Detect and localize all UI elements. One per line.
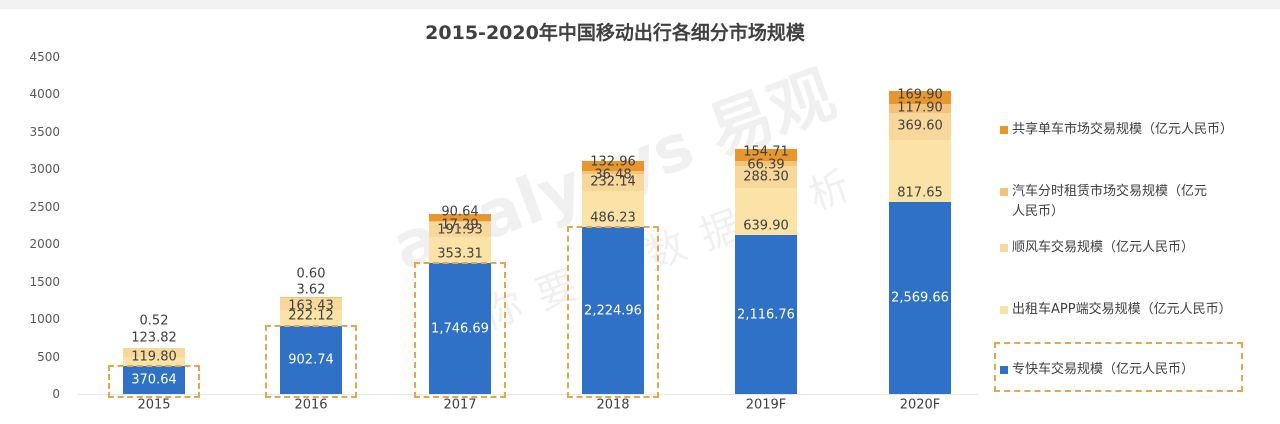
data-label-zhuankuai: 2,224.96 bbox=[584, 303, 642, 319]
bar-segment-taxi-app bbox=[123, 357, 185, 367]
data-label-shunfeng: 163.43 bbox=[288, 298, 334, 314]
y-tick-label: 3000 bbox=[29, 162, 60, 177]
top-strip bbox=[0, 0, 1280, 9]
data-label-taxi-app: 222.12 bbox=[288, 308, 334, 324]
bar-segment-shunfeng bbox=[123, 347, 185, 358]
y-tick-label: 1500 bbox=[29, 274, 60, 289]
legend-swatch-icon bbox=[1000, 188, 1008, 196]
legend-label: 出租车APP端交易规模（亿元人民币） bbox=[1012, 302, 1232, 317]
data-label-bike-sharing: 0.60 bbox=[296, 266, 326, 282]
bar-segment-zhuankuai bbox=[280, 326, 342, 394]
data-label-shunfeng: 123.82 bbox=[131, 330, 177, 346]
data-label-car-sharing: 66.39 bbox=[747, 157, 785, 173]
bar-segment-zhuankuai bbox=[429, 263, 491, 394]
highlight-box-2015 bbox=[108, 365, 200, 398]
x-axis-line bbox=[78, 394, 978, 395]
legend-label: 顺风车交易规模（亿元人民币） bbox=[1012, 240, 1195, 255]
data-label-taxi-app: 817.65 bbox=[897, 185, 943, 201]
bar-segment-shunfeng bbox=[889, 112, 951, 141]
bar-segment-car-sharing bbox=[889, 103, 951, 113]
x-tick-label: 2020F bbox=[899, 397, 941, 413]
bar-segment-shunfeng bbox=[429, 222, 491, 237]
highlight-box-2018 bbox=[567, 226, 659, 398]
data-label-taxi-app: 353.31 bbox=[437, 246, 483, 262]
data-label-shunfeng: 191.93 bbox=[437, 222, 483, 238]
bar-segment-taxi-app bbox=[280, 309, 342, 327]
bar-segment-taxi-app bbox=[889, 140, 951, 202]
y-tick-label: 4000 bbox=[29, 87, 60, 102]
data-label-taxi-app: 639.90 bbox=[743, 218, 789, 234]
bar-segment-car-sharing bbox=[735, 160, 797, 166]
bar-segment-zhuankuai bbox=[582, 227, 644, 394]
bar-segment-shunfeng bbox=[280, 297, 342, 310]
legend-label: 专快车交易规模（亿元人民币） bbox=[1012, 362, 1195, 377]
data-label-zhuankuai: 370.64 bbox=[131, 372, 177, 388]
y-tick-label: 0 bbox=[52, 387, 60, 401]
data-label-zhuankuai: 902.74 bbox=[288, 352, 334, 368]
y-tick-label: 3500 bbox=[29, 124, 60, 139]
x-tick-label: 2017 bbox=[443, 397, 477, 413]
bar-segment-shunfeng bbox=[735, 165, 797, 188]
data-label-zhuankuai: 2,116.76 bbox=[737, 307, 795, 323]
bar-segment-zhuankuai bbox=[889, 201, 951, 394]
chart-title: 2015-2020年中国移动出行各细分市场规模 bbox=[425, 22, 805, 44]
legend-highlight-box bbox=[994, 342, 1243, 392]
data-label-bike-sharing: 132.96 bbox=[590, 154, 636, 170]
bar-segment-zhuankuai bbox=[123, 366, 185, 394]
data-label-shunfeng: 369.60 bbox=[897, 118, 943, 134]
x-tick-label: 2018 bbox=[596, 397, 630, 413]
data-label-zhuankuai: 2,569.66 bbox=[891, 290, 949, 306]
bar-segment-taxi-app bbox=[735, 187, 797, 236]
legend-swatch-icon bbox=[1000, 244, 1008, 252]
y-tick-label: 500 bbox=[37, 349, 60, 364]
bar-segment-car-sharing bbox=[582, 170, 644, 174]
highlight-box-2017 bbox=[414, 262, 506, 398]
bar-segment-shunfeng bbox=[582, 173, 644, 191]
bar-segment-zhuankuai bbox=[735, 235, 797, 394]
data-label-car-sharing: 0.52 bbox=[139, 313, 169, 329]
bar-segment-taxi-app bbox=[582, 190, 644, 228]
data-label-shunfeng: 288.30 bbox=[743, 169, 789, 185]
y-tick-label: 2500 bbox=[29, 199, 60, 214]
y-tick-label: 2000 bbox=[29, 237, 60, 252]
bar-segment-bike-sharing bbox=[889, 91, 951, 104]
bar-segment-car-sharing bbox=[429, 221, 491, 223]
legend-swatch-icon bbox=[1000, 126, 1008, 134]
data-label-taxi-app: 119.80 bbox=[131, 349, 177, 365]
bar-segment-bike-sharing bbox=[582, 160, 644, 171]
legend-label: 汽车分时租赁市场交易规模（亿元人民币） bbox=[1012, 184, 1208, 219]
x-tick-label: 2019F bbox=[745, 397, 787, 413]
data-label-bike-sharing: 90.64 bbox=[441, 204, 479, 220]
x-tick-label: 2016 bbox=[294, 397, 328, 413]
bar-segment-bike-sharing bbox=[735, 149, 797, 161]
data-label-car-sharing: 17.29 bbox=[441, 217, 479, 233]
legend-swatch-icon bbox=[1000, 306, 1008, 314]
data-label-shunfeng: 232.14 bbox=[590, 174, 636, 190]
data-label-car-sharing: 117.90 bbox=[897, 100, 943, 116]
y-tick-label: 4500 bbox=[29, 50, 60, 64]
data-label-car-sharing: 36.48 bbox=[594, 167, 632, 183]
legend-swatch-icon bbox=[1000, 366, 1008, 374]
legend-label: 共享单车市场交易规模（亿元人民币） bbox=[1012, 122, 1234, 137]
data-label-zhuankuai: 1,746.69 bbox=[431, 321, 489, 337]
x-tick-label: 2015 bbox=[137, 397, 171, 413]
bar-segment-bike-sharing bbox=[429, 214, 491, 222]
bar-segment-taxi-app bbox=[429, 236, 491, 264]
data-label-car-sharing: 3.62 bbox=[296, 282, 326, 298]
data-label-bike-sharing: 154.71 bbox=[743, 144, 789, 160]
data-label-taxi-app: 486.23 bbox=[590, 210, 636, 226]
highlight-box-2016 bbox=[265, 325, 357, 398]
y-tick-label: 1000 bbox=[29, 312, 60, 327]
data-label-bike-sharing: 169.90 bbox=[897, 87, 943, 103]
